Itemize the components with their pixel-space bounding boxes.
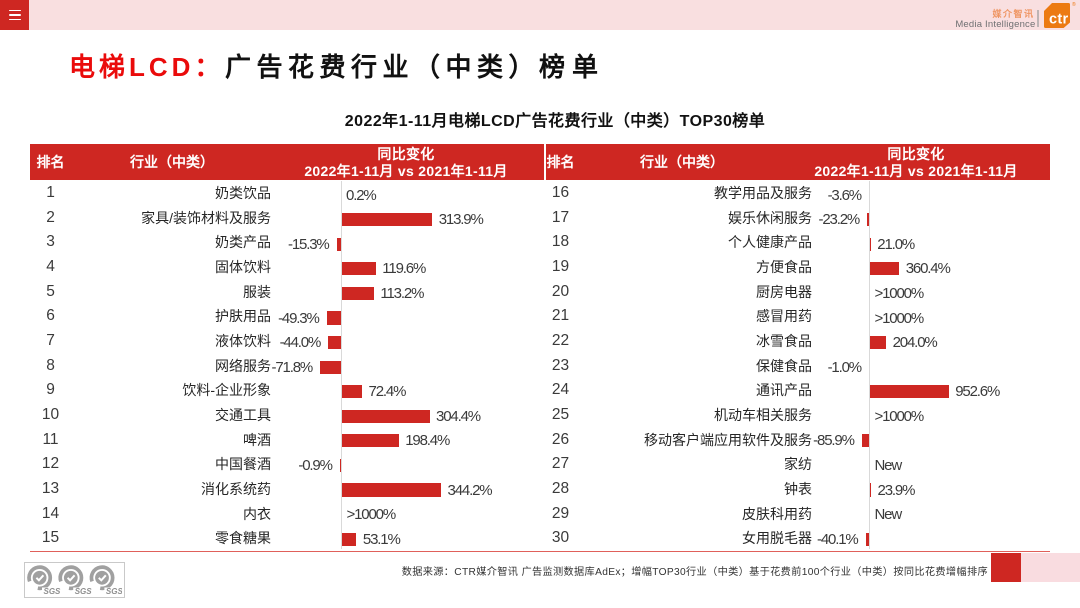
svg-text:SGS: SGS (106, 587, 122, 595)
svg-text:ctr: ctr (1049, 12, 1068, 28)
svg-text:SGS: SGS (75, 587, 93, 595)
svg-text:SGS: SGS (44, 587, 62, 595)
